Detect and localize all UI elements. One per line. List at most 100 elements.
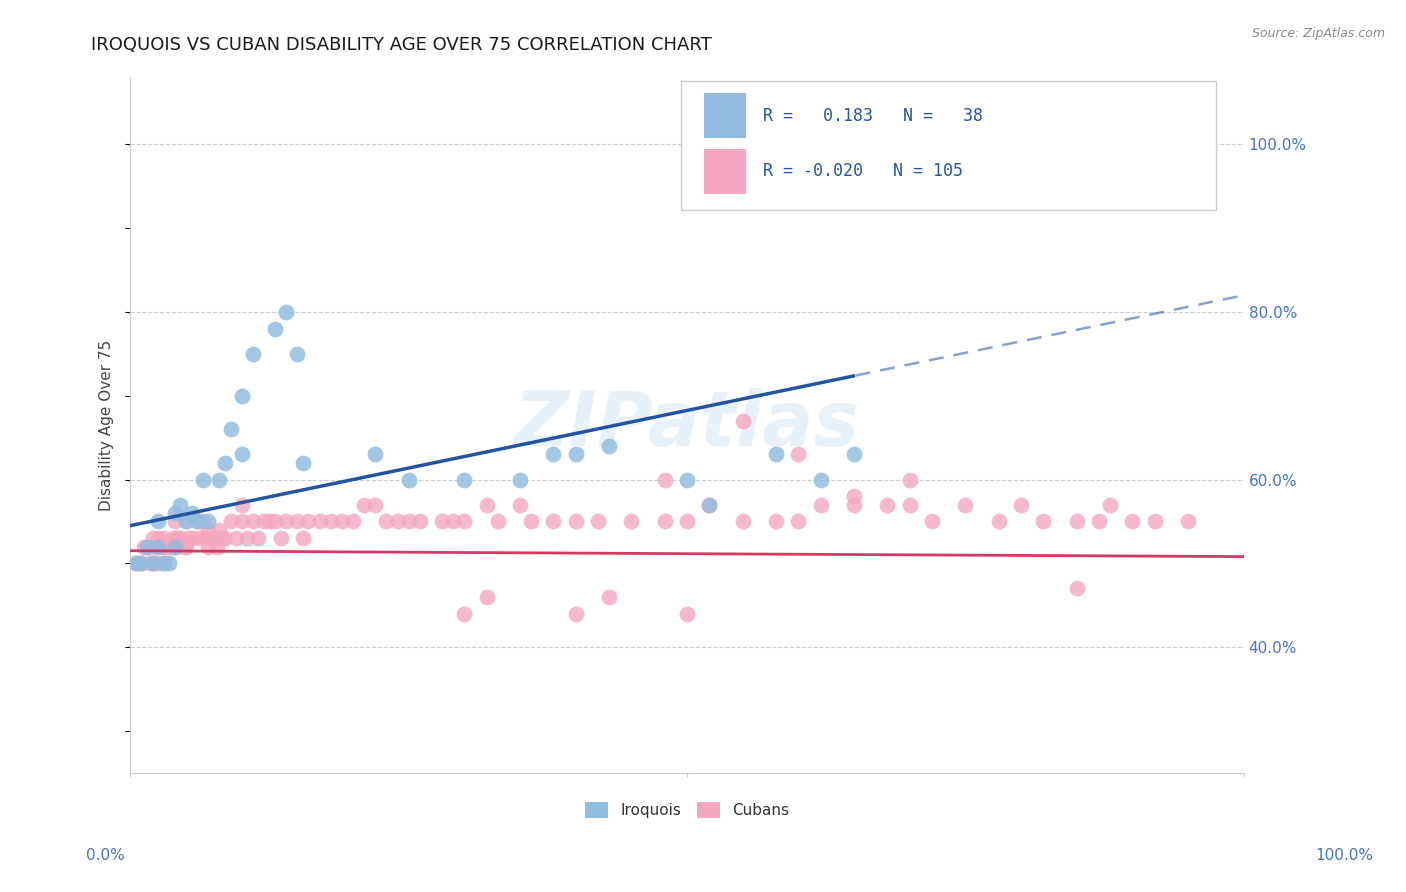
Point (486, 515, 509, 529)
Point (142, 557, 165, 571)
Point (264, 515, 287, 529)
Point (543, 447, 565, 461)
Point (155, 540, 177, 554)
Point (342, 515, 364, 529)
Point (125, 557, 148, 571)
Point (598, 590, 620, 604)
Point (676, 473, 699, 487)
Point (157, 540, 180, 554)
Point (1143, 515, 1166, 529)
Point (270, 531, 292, 545)
Point (387, 515, 409, 529)
Point (174, 515, 197, 529)
Point (177, 531, 200, 545)
Point (676, 515, 699, 529)
Point (676, 607, 699, 621)
Point (842, 498, 865, 512)
Point (876, 498, 898, 512)
Point (987, 515, 1010, 529)
Point (173, 540, 195, 554)
Point (191, 473, 214, 487)
Point (219, 422, 242, 436)
Point (131, 557, 153, 571)
Text: 0.0%: 0.0% (86, 848, 125, 863)
Point (146, 515, 169, 529)
Point (291, 531, 314, 545)
Point (231, 389, 253, 403)
Point (453, 515, 475, 529)
Point (1066, 515, 1088, 529)
Point (364, 447, 387, 461)
Point (285, 347, 308, 361)
Point (453, 607, 475, 621)
Point (191, 515, 214, 529)
Point (430, 515, 453, 529)
Point (765, 515, 787, 529)
Point (208, 523, 231, 537)
Point (586, 515, 609, 529)
Point (157, 557, 180, 571)
Point (409, 515, 432, 529)
Point (1099, 498, 1122, 512)
Point (697, 498, 720, 512)
Point (842, 489, 865, 503)
Point (330, 515, 353, 529)
Point (319, 515, 342, 529)
Point (163, 506, 186, 520)
Point (150, 540, 173, 554)
Bar (704, 149, 747, 194)
Point (169, 531, 191, 545)
Text: 100.0%: 100.0% (1315, 848, 1374, 863)
Point (186, 515, 208, 529)
Point (520, 515, 543, 529)
Point (787, 447, 810, 461)
Point (308, 515, 330, 529)
Point (136, 540, 159, 554)
Text: R =   0.183   N =   38: R = 0.183 N = 38 (763, 107, 983, 125)
FancyBboxPatch shape (682, 81, 1216, 210)
Text: ZIPatlas: ZIPatlas (515, 388, 860, 462)
Point (509, 473, 531, 487)
Point (163, 540, 186, 554)
Y-axis label: Disability Age Over 75: Disability Age Over 75 (100, 340, 114, 511)
Point (285, 515, 308, 529)
Point (205, 540, 228, 554)
Point (1121, 515, 1143, 529)
Point (509, 498, 531, 512)
Point (188, 531, 211, 545)
Point (955, 498, 977, 512)
Point (214, 456, 236, 470)
Point (146, 557, 169, 571)
Point (174, 515, 197, 529)
Point (1177, 515, 1199, 529)
Point (139, 557, 162, 571)
Point (231, 498, 253, 512)
Point (247, 531, 270, 545)
Point (264, 322, 287, 336)
Point (543, 515, 565, 529)
Bar (704, 93, 747, 138)
Text: IROQUOIS VS CUBAN DISABILITY AGE OVER 75 CORRELATION CHART: IROQUOIS VS CUBAN DISABILITY AGE OVER 75… (91, 36, 713, 54)
Point (242, 347, 264, 361)
Point (131, 557, 153, 571)
Point (231, 515, 253, 529)
Point (697, 498, 720, 512)
Point (276, 305, 298, 319)
Point (163, 515, 186, 529)
Legend: Iroquois, Cubans: Iroquois, Cubans (579, 796, 794, 824)
Point (364, 498, 387, 512)
Point (163, 540, 186, 554)
Point (898, 473, 921, 487)
Point (810, 473, 832, 487)
Point (146, 531, 169, 545)
Point (143, 540, 166, 554)
Point (202, 531, 225, 545)
Text: Source: ZipAtlas.com: Source: ZipAtlas.com (1251, 27, 1385, 40)
Point (152, 557, 174, 571)
Point (564, 607, 586, 621)
Point (291, 456, 314, 470)
Point (169, 498, 191, 512)
Point (475, 590, 498, 604)
Point (186, 515, 208, 529)
Point (731, 414, 754, 428)
